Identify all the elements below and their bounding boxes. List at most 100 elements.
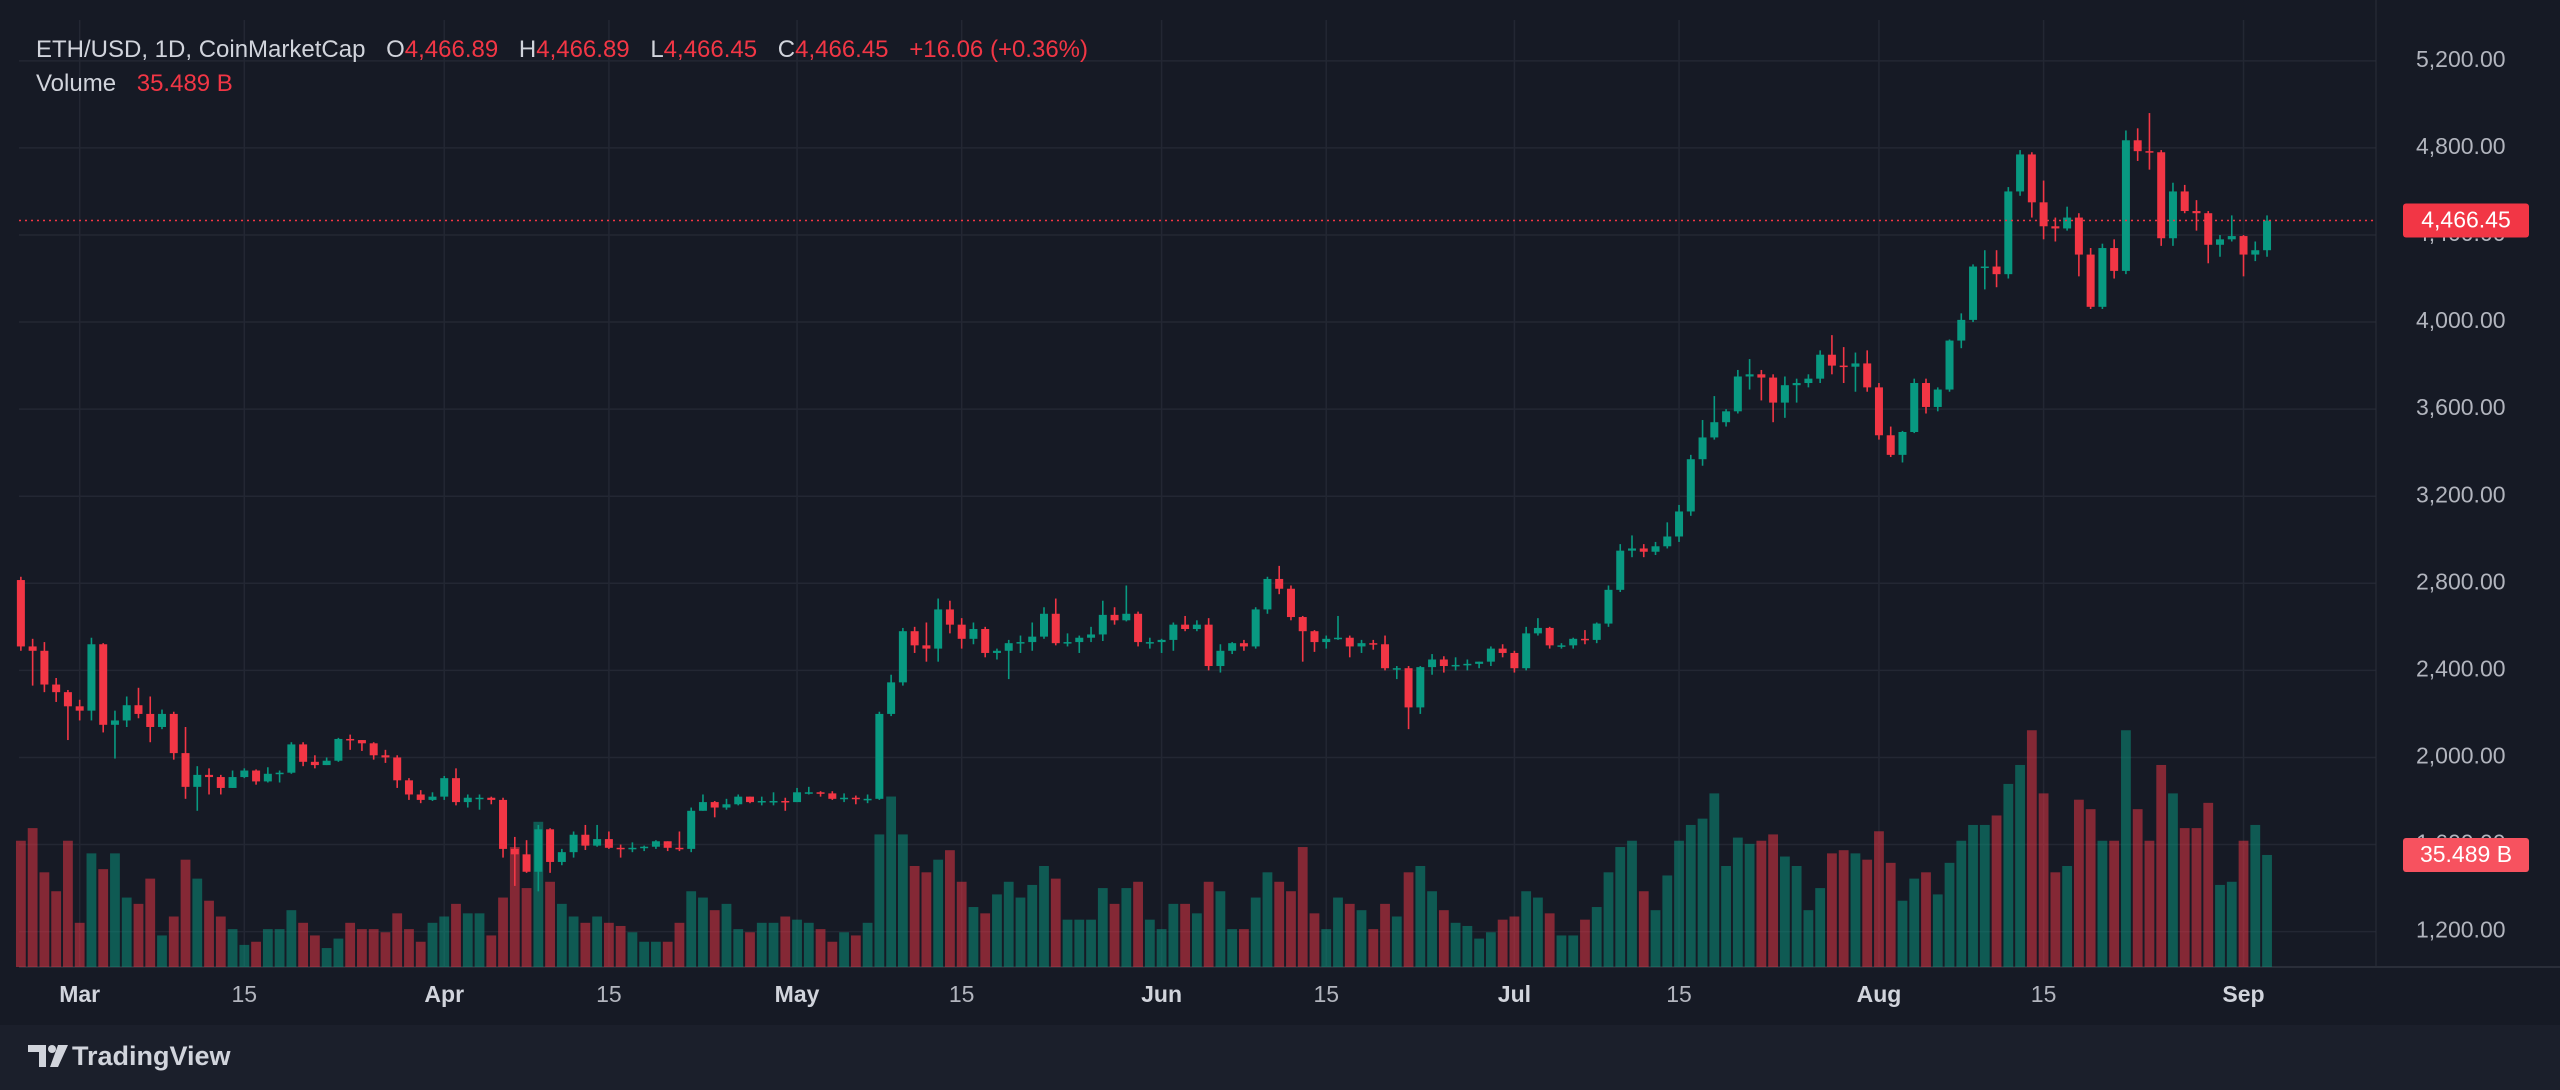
candle-body — [746, 796, 754, 803]
volume-bar — [921, 872, 932, 967]
candle-body — [1263, 578, 1272, 610]
candle-body — [816, 792, 825, 794]
volume-bar — [1427, 891, 1437, 967]
candle-body — [804, 792, 813, 794]
candle-body — [640, 846, 649, 849]
volume-bar — [1262, 872, 1273, 967]
candle-body — [499, 799, 508, 849]
volume-bar — [1333, 897, 1343, 967]
volume-bar — [580, 922, 591, 967]
candle-body — [1722, 411, 1731, 423]
volume-label[interactable]: Volume — [36, 70, 117, 97]
volume-bar — [1791, 865, 1802, 967]
volume-bar — [239, 944, 250, 967]
candle-body — [2168, 191, 2177, 239]
volume-bar — [2156, 764, 2167, 967]
candle-body — [263, 773, 272, 782]
x-tick-label: 15 — [949, 981, 975, 1007]
volume-bar — [486, 935, 497, 967]
candle-body — [2004, 191, 2013, 275]
volume-bar — [1121, 888, 1132, 967]
candle-body — [1239, 643, 1248, 647]
volume-bar — [204, 900, 214, 967]
candle-body — [1651, 546, 1660, 552]
volume-bar — [1133, 881, 1143, 967]
volume-bar — [992, 894, 1002, 967]
candle-body — [1004, 643, 1013, 651]
candle-body — [40, 650, 49, 685]
candle-body — [1604, 589, 1613, 624]
volume-bar — [368, 929, 379, 967]
candle-body — [1157, 639, 1166, 643]
candle-body — [863, 798, 872, 801]
candle-body — [1639, 548, 1648, 552]
volume-bar — [1297, 847, 1308, 967]
volume-bar — [1039, 865, 1049, 967]
candle-body — [1475, 661, 1484, 664]
volume-bar — [662, 941, 673, 967]
candle-body — [1334, 637, 1342, 640]
candle-body — [1122, 613, 1131, 621]
volume-bar — [1756, 840, 1767, 967]
brand-logo[interactable] — [26, 1037, 86, 1077]
volume-bar — [1497, 919, 1508, 967]
volume-bar — [1191, 913, 1202, 967]
volume-bar — [1450, 922, 1461, 967]
candle-body — [1992, 266, 2001, 275]
volume-bar — [521, 888, 532, 967]
candle-body — [1051, 613, 1060, 644]
volume-bar — [1438, 910, 1449, 967]
candle-body — [1428, 659, 1437, 668]
volume-bar — [2121, 730, 2131, 967]
volume-bar — [357, 929, 367, 967]
symbol[interactable]: ETH/USD, 1D, CoinMarketCap — [36, 36, 366, 63]
ohlc-legend: ETH/USD, 1D, CoinMarketCap O4,466.89 H4,… — [36, 36, 1088, 64]
volume-bar — [27, 828, 38, 967]
volume-bar — [1003, 881, 1014, 967]
candle-body — [898, 631, 907, 683]
volume-bar — [1838, 850, 1849, 967]
volume-bar — [2144, 840, 2155, 967]
candle-body — [287, 744, 296, 773]
volume-bar — [1156, 929, 1167, 967]
candle-body — [651, 841, 660, 847]
candle-body — [1040, 613, 1048, 637]
volume-bar — [1744, 843, 1755, 967]
candle-body — [945, 609, 954, 625]
candle-body — [992, 650, 1001, 653]
volume-bar — [2062, 865, 2073, 967]
candle-body — [2157, 152, 2166, 239]
candle-body — [2180, 191, 2189, 212]
volume-bar — [121, 897, 132, 967]
volume-bar — [215, 916, 226, 967]
volume-bar — [98, 869, 109, 967]
candle-body — [428, 796, 437, 800]
volume-bar — [2191, 828, 2202, 967]
volume-bar — [756, 922, 767, 967]
volume-bar — [815, 929, 826, 967]
volume-bar — [251, 941, 261, 967]
x-tick-label: 15 — [232, 981, 258, 1007]
volume-bar — [1885, 862, 1896, 967]
volume-bar — [298, 922, 309, 967]
volume-bar — [1462, 925, 1473, 967]
volume-bar — [1168, 903, 1179, 967]
brand-name[interactable]: TradingView — [72, 1041, 231, 1071]
candle-body — [687, 810, 696, 849]
volume-bar — [1356, 910, 1367, 967]
candle-body — [87, 644, 96, 711]
candle-body — [487, 797, 496, 800]
volume-bar — [674, 922, 685, 967]
volume-bar — [639, 941, 650, 967]
price-tag — [2403, 203, 2529, 238]
candle-body — [404, 780, 413, 795]
volume-bar — [686, 891, 697, 967]
volume-bar — [886, 796, 897, 967]
volume-bar — [1227, 929, 1238, 967]
candle-body — [793, 792, 802, 803]
candle-body — [1145, 642, 1154, 644]
candle-body — [1886, 435, 1895, 455]
candle-body — [1439, 659, 1448, 667]
volume-bar — [1391, 916, 1402, 967]
candle-body — [1910, 383, 1919, 432]
